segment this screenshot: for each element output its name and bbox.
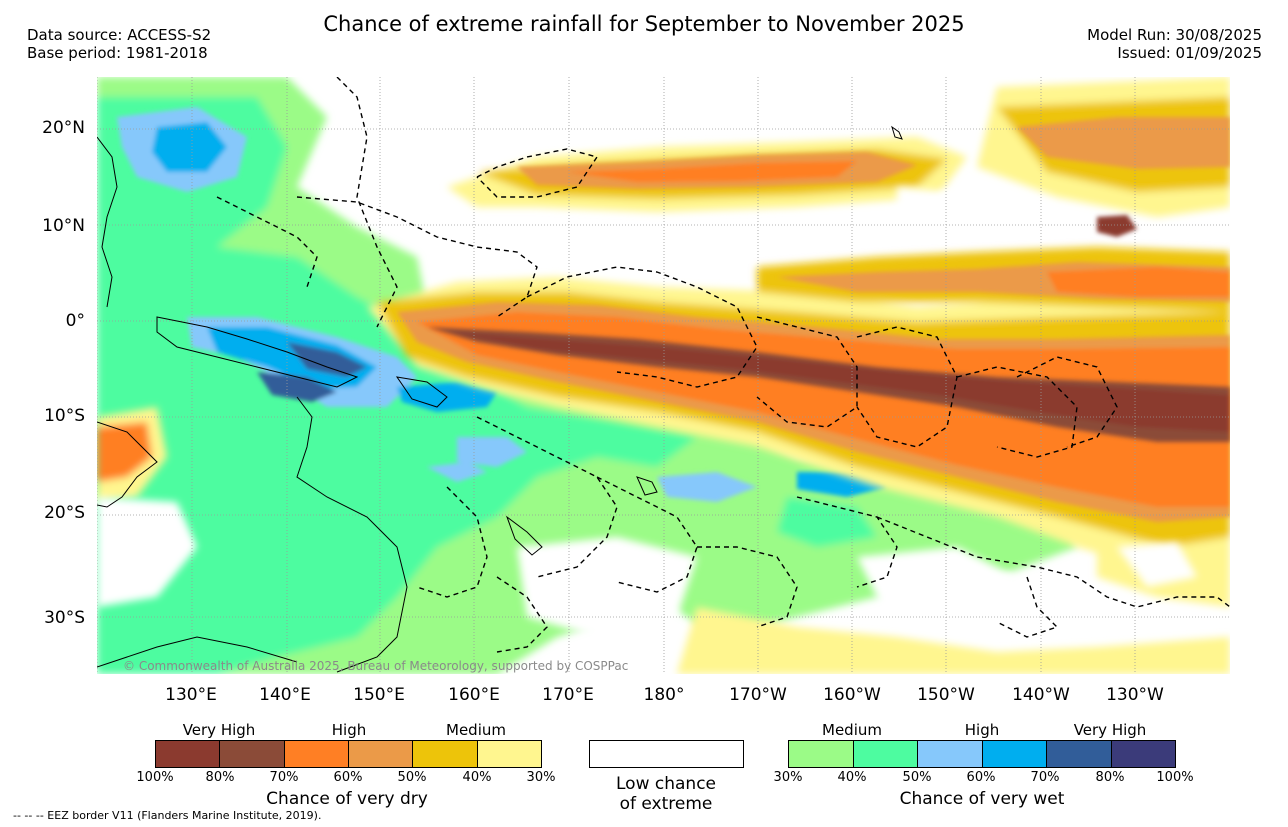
lon-label-180: 180° [643,685,685,705]
wet-swatch-30-40 [789,741,854,767]
coastlines [97,125,903,673]
model-run: Model Run: 30/08/2025 [1087,26,1262,44]
lat-label-10s: 10°S [44,406,85,426]
lon-label-170e: 170°E [542,685,594,705]
lon-label-150e: 150°E [353,685,405,705]
wet-scale-title: Chance of very wet [899,789,1065,809]
dry-swatch-60-50 [348,741,414,767]
run-info: Model Run: 30/08/2025 Issued: 01/09/2025 [1087,26,1262,62]
dry-scale-title: Chance of very dry [266,789,428,809]
dry-cat-medium: Medium [446,721,506,739]
graticule [97,77,1230,674]
dry-swatch-100-80 [156,741,221,767]
dry-tick: 80% [205,770,235,785]
dry-color-scale [155,740,542,768]
wet-swatch-40-50 [853,741,918,767]
dry-swatch-50-40 [413,741,478,767]
wet-tick: 50% [902,770,932,785]
wet-cat-very-high: Very High [1073,721,1147,739]
low-chance-line2: of extreme [619,794,713,814]
dry-tick: 100% [136,770,174,785]
lat-label-30s: 30°S [44,608,85,628]
wet-cat-medium: Medium [822,721,882,739]
lat-label-10n: 10°N [42,216,85,236]
lon-label-140e: 140°E [259,685,311,705]
wet-tick: 70% [1030,770,1060,785]
dry-cat-high: High [331,721,367,739]
dry-tick: 40% [462,770,492,785]
lat-label-20n: 20°N [42,118,85,138]
dry-tick: 50% [397,770,427,785]
map-canvas [97,77,1230,674]
base-period: Base period: 1981-2018 [27,44,208,62]
source-info: Data source: ACCESS-S2 Base period: 1981… [27,26,211,62]
low-chance-areas [97,107,1197,637]
dry-tick: 30% [526,770,556,785]
wet-tick: 60% [966,770,996,785]
wet-tick: 80% [1095,770,1125,785]
wet-swatch-70-80 [1047,741,1112,767]
wet-color-scale [788,740,1176,768]
lon-label-170w: 170°W [729,685,787,705]
wet-tick: 30% [773,770,803,785]
dry-tick: 70% [269,770,299,785]
copyright-notice: © Commonwealth of Australia 2025, Bureau… [123,659,629,673]
lon-label-150w: 150°W [917,685,975,705]
dry-very-high [427,215,1230,442]
low-chance-label: Low chance of extreme [566,774,766,814]
rainfall-map [97,77,1230,674]
low-chance-line1: Low chance [616,774,716,794]
lon-label-140w: 140°W [1012,685,1070,705]
dry-swatch-40-30 [477,741,541,767]
eez-note: -- -- -- EEZ border V11 (Flanders Marine… [13,809,322,822]
wet-tick: 100% [1156,770,1194,785]
wet-tick: 40% [837,770,867,785]
wet-high [117,107,887,502]
dry-swatch-80-70 [220,741,285,767]
eez-borders [216,77,1230,653]
map-title: Chance of extreme rainfall for September… [323,12,965,36]
lat-label-20s: 20°S [44,503,85,523]
lon-label-130e: 130°E [165,685,217,705]
lon-label-130w: 130°W [1106,685,1164,705]
lat-label-0: 0° [65,311,85,331]
wet-cat-high: High [964,721,1000,739]
data-source: Data source: ACCESS-S2 [27,26,212,44]
wet-swatch-80-100 [1111,741,1175,767]
lon-label-160w: 160°W [823,685,881,705]
low-chance-swatch [589,740,744,768]
dry-swatch-70-60 [284,741,349,767]
dry-cat-very-high: Very High [182,721,256,739]
lon-label-160e: 160°E [448,685,500,705]
issued-date: Issued: 01/09/2025 [1117,44,1262,62]
wet-swatch-60-70 [982,741,1047,767]
dry-tick: 60% [333,770,363,785]
wet-swatch-50-60 [918,741,983,767]
